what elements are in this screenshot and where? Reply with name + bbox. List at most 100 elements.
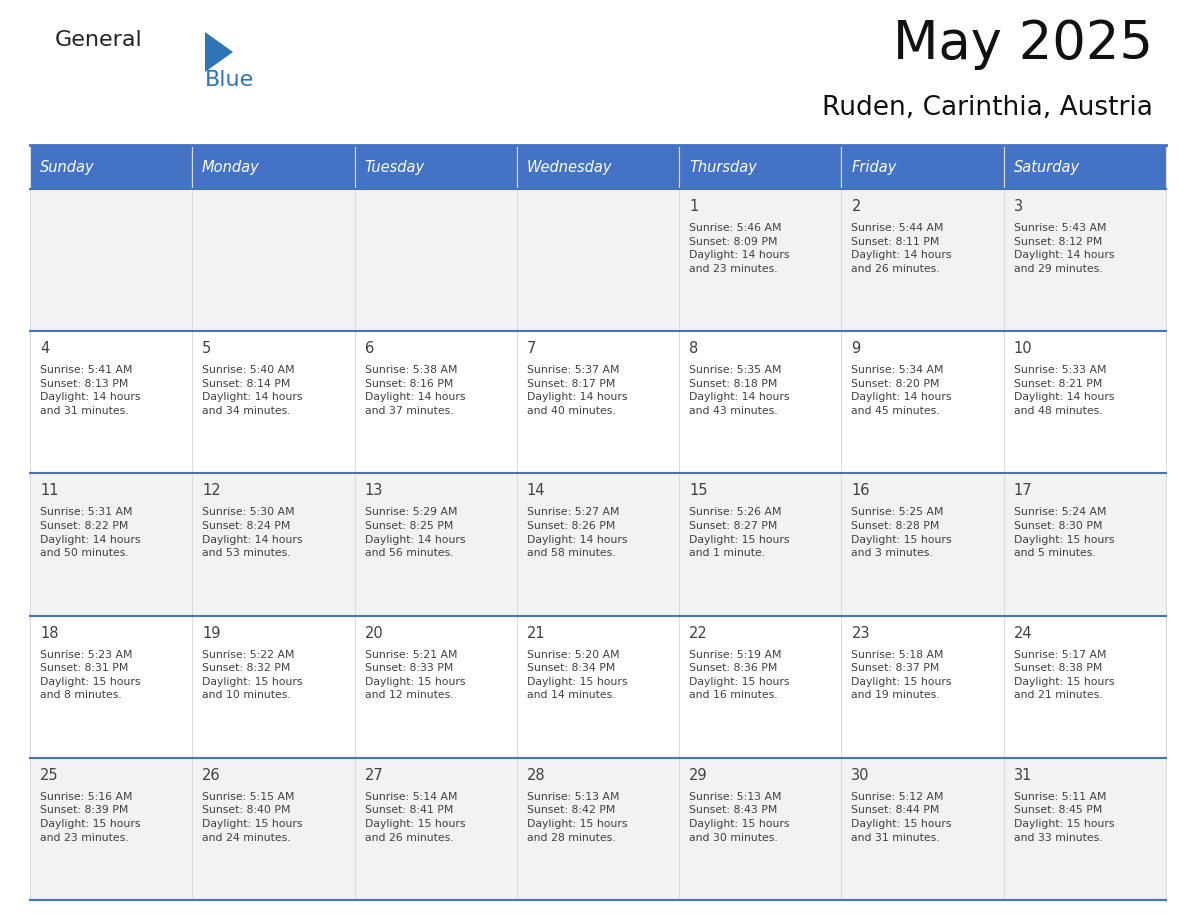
Text: Sunrise: 5:35 AM
Sunset: 8:18 PM
Daylight: 14 hours
and 43 minutes.: Sunrise: 5:35 AM Sunset: 8:18 PM Dayligh… xyxy=(689,365,790,416)
Bar xyxy=(30,757,192,900)
Text: 10: 10 xyxy=(1013,341,1032,356)
Text: General: General xyxy=(55,30,143,50)
Text: Sunrise: 5:11 AM
Sunset: 8:45 PM
Daylight: 15 hours
and 33 minutes.: Sunrise: 5:11 AM Sunset: 8:45 PM Dayligh… xyxy=(1013,792,1114,843)
Bar xyxy=(517,474,680,616)
Bar xyxy=(30,145,192,189)
Bar xyxy=(517,189,680,331)
Bar xyxy=(354,474,517,616)
Text: Sunrise: 5:41 AM
Sunset: 8:13 PM
Daylight: 14 hours
and 31 minutes.: Sunrise: 5:41 AM Sunset: 8:13 PM Dayligh… xyxy=(40,365,140,416)
Bar xyxy=(1004,474,1165,616)
Bar xyxy=(841,474,1004,616)
Text: 26: 26 xyxy=(202,767,221,783)
Bar xyxy=(192,757,354,900)
Bar xyxy=(841,331,1004,474)
Text: Sunrise: 5:43 AM
Sunset: 8:12 PM
Daylight: 14 hours
and 29 minutes.: Sunrise: 5:43 AM Sunset: 8:12 PM Dayligh… xyxy=(1013,223,1114,274)
Text: Sunrise: 5:40 AM
Sunset: 8:14 PM
Daylight: 14 hours
and 34 minutes.: Sunrise: 5:40 AM Sunset: 8:14 PM Dayligh… xyxy=(202,365,303,416)
Text: Sunrise: 5:29 AM
Sunset: 8:25 PM
Daylight: 14 hours
and 56 minutes.: Sunrise: 5:29 AM Sunset: 8:25 PM Dayligh… xyxy=(365,508,465,558)
Text: Sunrise: 5:31 AM
Sunset: 8:22 PM
Daylight: 14 hours
and 50 minutes.: Sunrise: 5:31 AM Sunset: 8:22 PM Dayligh… xyxy=(40,508,140,558)
Bar xyxy=(354,616,517,757)
Text: 2: 2 xyxy=(852,199,861,214)
Text: 3: 3 xyxy=(1013,199,1023,214)
Text: Tuesday: Tuesday xyxy=(365,160,424,174)
Text: 14: 14 xyxy=(526,484,545,498)
Text: 8: 8 xyxy=(689,341,699,356)
Text: Sunrise: 5:22 AM
Sunset: 8:32 PM
Daylight: 15 hours
and 10 minutes.: Sunrise: 5:22 AM Sunset: 8:32 PM Dayligh… xyxy=(202,650,303,700)
Bar xyxy=(192,189,354,331)
Text: Sunrise: 5:16 AM
Sunset: 8:39 PM
Daylight: 15 hours
and 23 minutes.: Sunrise: 5:16 AM Sunset: 8:39 PM Dayligh… xyxy=(40,792,140,843)
Text: 22: 22 xyxy=(689,625,708,641)
Text: 20: 20 xyxy=(365,625,384,641)
Bar xyxy=(680,616,841,757)
Bar xyxy=(354,331,517,474)
Bar xyxy=(192,474,354,616)
Text: Sunrise: 5:19 AM
Sunset: 8:36 PM
Daylight: 15 hours
and 16 minutes.: Sunrise: 5:19 AM Sunset: 8:36 PM Dayligh… xyxy=(689,650,790,700)
Text: Sunrise: 5:46 AM
Sunset: 8:09 PM
Daylight: 14 hours
and 23 minutes.: Sunrise: 5:46 AM Sunset: 8:09 PM Dayligh… xyxy=(689,223,790,274)
Text: Sunrise: 5:44 AM
Sunset: 8:11 PM
Daylight: 14 hours
and 26 minutes.: Sunrise: 5:44 AM Sunset: 8:11 PM Dayligh… xyxy=(852,223,952,274)
Text: Sunrise: 5:21 AM
Sunset: 8:33 PM
Daylight: 15 hours
and 12 minutes.: Sunrise: 5:21 AM Sunset: 8:33 PM Dayligh… xyxy=(365,650,465,700)
Bar xyxy=(841,145,1004,189)
Text: 31: 31 xyxy=(1013,767,1032,783)
Text: 19: 19 xyxy=(202,625,221,641)
Text: 18: 18 xyxy=(40,625,58,641)
Text: 6: 6 xyxy=(365,341,374,356)
Bar xyxy=(517,757,680,900)
Text: Sunrise: 5:20 AM
Sunset: 8:34 PM
Daylight: 15 hours
and 14 minutes.: Sunrise: 5:20 AM Sunset: 8:34 PM Dayligh… xyxy=(526,650,627,700)
Text: 16: 16 xyxy=(852,484,870,498)
Bar xyxy=(517,616,680,757)
Text: 24: 24 xyxy=(1013,625,1032,641)
Text: 28: 28 xyxy=(526,767,545,783)
Text: Sunrise: 5:27 AM
Sunset: 8:26 PM
Daylight: 14 hours
and 58 minutes.: Sunrise: 5:27 AM Sunset: 8:26 PM Dayligh… xyxy=(526,508,627,558)
Text: 25: 25 xyxy=(40,767,58,783)
Bar xyxy=(1004,331,1165,474)
Text: Sunrise: 5:38 AM
Sunset: 8:16 PM
Daylight: 14 hours
and 37 minutes.: Sunrise: 5:38 AM Sunset: 8:16 PM Dayligh… xyxy=(365,365,465,416)
Text: 1: 1 xyxy=(689,199,699,214)
Polygon shape xyxy=(206,32,233,72)
Bar xyxy=(1004,616,1165,757)
Text: 17: 17 xyxy=(1013,484,1032,498)
Bar xyxy=(30,474,192,616)
Text: Sunday: Sunday xyxy=(39,160,94,174)
Bar xyxy=(680,189,841,331)
Text: 7: 7 xyxy=(526,341,536,356)
Bar xyxy=(841,616,1004,757)
Text: Blue: Blue xyxy=(206,70,254,90)
Text: Sunrise: 5:37 AM
Sunset: 8:17 PM
Daylight: 14 hours
and 40 minutes.: Sunrise: 5:37 AM Sunset: 8:17 PM Dayligh… xyxy=(526,365,627,416)
Bar xyxy=(354,145,517,189)
Text: 4: 4 xyxy=(40,341,49,356)
Bar xyxy=(192,331,354,474)
Text: Sunrise: 5:17 AM
Sunset: 8:38 PM
Daylight: 15 hours
and 21 minutes.: Sunrise: 5:17 AM Sunset: 8:38 PM Dayligh… xyxy=(1013,650,1114,700)
Text: May 2025: May 2025 xyxy=(893,18,1154,70)
Bar xyxy=(841,757,1004,900)
Text: Sunrise: 5:14 AM
Sunset: 8:41 PM
Daylight: 15 hours
and 26 minutes.: Sunrise: 5:14 AM Sunset: 8:41 PM Dayligh… xyxy=(365,792,465,843)
Bar xyxy=(354,757,517,900)
Bar xyxy=(680,331,841,474)
Bar xyxy=(517,145,680,189)
Text: Sunrise: 5:23 AM
Sunset: 8:31 PM
Daylight: 15 hours
and 8 minutes.: Sunrise: 5:23 AM Sunset: 8:31 PM Dayligh… xyxy=(40,650,140,700)
Text: Sunrise: 5:18 AM
Sunset: 8:37 PM
Daylight: 15 hours
and 19 minutes.: Sunrise: 5:18 AM Sunset: 8:37 PM Dayligh… xyxy=(852,650,952,700)
Text: 15: 15 xyxy=(689,484,708,498)
Text: 27: 27 xyxy=(365,767,384,783)
Text: Thursday: Thursday xyxy=(689,160,757,174)
Text: Sunrise: 5:15 AM
Sunset: 8:40 PM
Daylight: 15 hours
and 24 minutes.: Sunrise: 5:15 AM Sunset: 8:40 PM Dayligh… xyxy=(202,792,303,843)
Text: Sunrise: 5:24 AM
Sunset: 8:30 PM
Daylight: 15 hours
and 5 minutes.: Sunrise: 5:24 AM Sunset: 8:30 PM Dayligh… xyxy=(1013,508,1114,558)
Text: 11: 11 xyxy=(40,484,58,498)
Bar xyxy=(1004,189,1165,331)
Bar xyxy=(680,474,841,616)
Text: Sunrise: 5:33 AM
Sunset: 8:21 PM
Daylight: 14 hours
and 48 minutes.: Sunrise: 5:33 AM Sunset: 8:21 PM Dayligh… xyxy=(1013,365,1114,416)
Bar xyxy=(30,331,192,474)
Text: 5: 5 xyxy=(202,341,211,356)
Text: Sunrise: 5:13 AM
Sunset: 8:42 PM
Daylight: 15 hours
and 28 minutes.: Sunrise: 5:13 AM Sunset: 8:42 PM Dayligh… xyxy=(526,792,627,843)
Bar xyxy=(192,616,354,757)
Text: Sunrise: 5:30 AM
Sunset: 8:24 PM
Daylight: 14 hours
and 53 minutes.: Sunrise: 5:30 AM Sunset: 8:24 PM Dayligh… xyxy=(202,508,303,558)
Text: 23: 23 xyxy=(852,625,870,641)
Bar xyxy=(192,145,354,189)
Bar xyxy=(680,757,841,900)
Text: Saturday: Saturday xyxy=(1013,160,1080,174)
Text: 29: 29 xyxy=(689,767,708,783)
Text: 30: 30 xyxy=(852,767,870,783)
Text: Sunrise: 5:25 AM
Sunset: 8:28 PM
Daylight: 15 hours
and 3 minutes.: Sunrise: 5:25 AM Sunset: 8:28 PM Dayligh… xyxy=(852,508,952,558)
Bar xyxy=(1004,145,1165,189)
Text: 13: 13 xyxy=(365,484,383,498)
Bar xyxy=(1004,757,1165,900)
Bar xyxy=(30,189,192,331)
